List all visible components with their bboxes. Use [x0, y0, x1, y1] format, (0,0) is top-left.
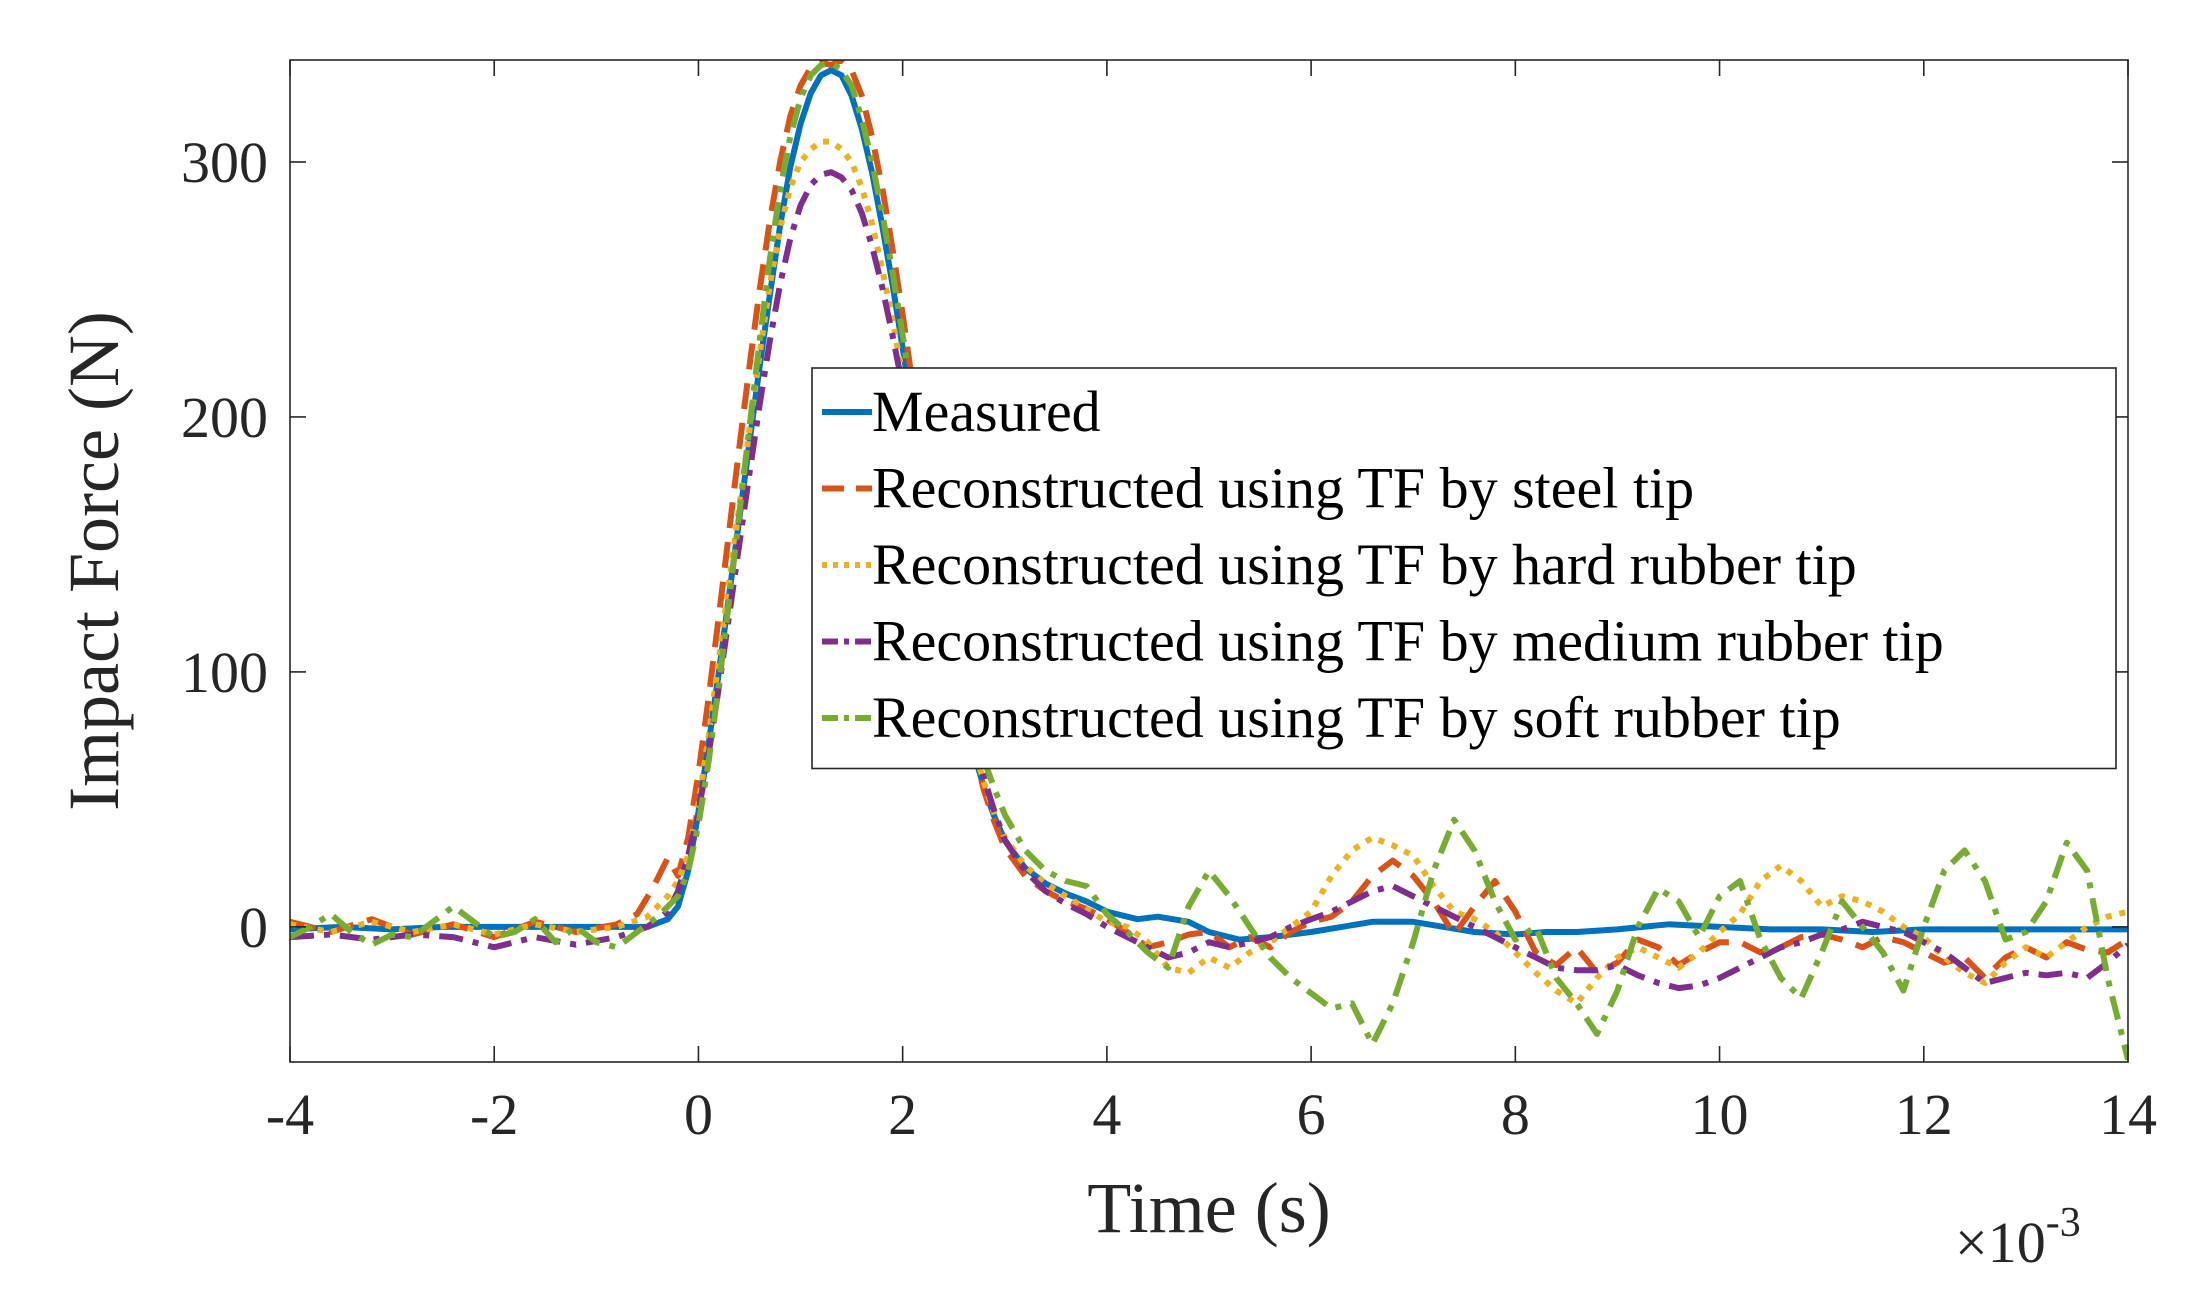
x-tick-label: 12 — [1895, 1082, 1953, 1147]
legend-entry: Reconstructed using TF by medium rubber … — [822, 609, 1944, 674]
x-axis-title: Time (s) — [1087, 1168, 1330, 1248]
series-line-5 — [290, 60, 2128, 1061]
axis-ticks: -4 -2 0 2 4 6 8 10 12 14 0 100 200 300 — [181, 60, 2157, 1147]
legend-label: Measured — [872, 379, 1101, 444]
x-tick-label: 10 — [1691, 1082, 1749, 1147]
x-tick-label: 4 — [1092, 1082, 1121, 1147]
legend-entry: Reconstructed using TF by steel tip — [822, 456, 1694, 521]
legend-label: Reconstructed using TF by medium rubber … — [872, 609, 1944, 674]
plot-area-frame — [289, 59, 2129, 1063]
legend-entry: Reconstructed using TF by hard rubber ti… — [822, 532, 1857, 597]
y-axis-title: Impact Force (N) — [54, 311, 134, 811]
legend-label: Reconstructed using TF by steel tip — [872, 456, 1694, 521]
x-tick-label: 0 — [684, 1082, 713, 1147]
series-line-4 — [290, 169, 2128, 992]
legend-box — [811, 367, 2117, 770]
x-tick-label: 8 — [1501, 1082, 1530, 1147]
legend: Measured Reconstructed using TF by steel … — [811, 367, 2117, 770]
legend-label: Reconstructed using TF by hard rubber ti… — [872, 532, 1857, 597]
legend-entry: Measured — [822, 379, 1101, 444]
x-tick-label: 6 — [1297, 1082, 1326, 1147]
legend-entry: Reconstructed using TF by soft rubber ti… — [822, 685, 1841, 750]
legend-label: Reconstructed using TF by soft rubber ti… — [872, 685, 1841, 750]
y-tick-label: 0 — [239, 895, 268, 960]
x-tick-label: 2 — [888, 1082, 917, 1147]
x-axis-exponent-base: ×10 — [1955, 1210, 2046, 1275]
series-layer — [290, 60, 2128, 1061]
x-axis-exponent-power: -3 — [2046, 1200, 2081, 1246]
y-tick-label: 100 — [181, 640, 268, 705]
x-tick-label: 14 — [2099, 1082, 2157, 1147]
y-tick-label: 300 — [181, 130, 268, 195]
x-tick-label: -2 — [470, 1082, 518, 1147]
x-axis-exponent: ×10-3 — [1955, 1200, 2081, 1275]
y-tick-label: 200 — [181, 385, 268, 450]
x-tick-label: -4 — [266, 1082, 314, 1147]
